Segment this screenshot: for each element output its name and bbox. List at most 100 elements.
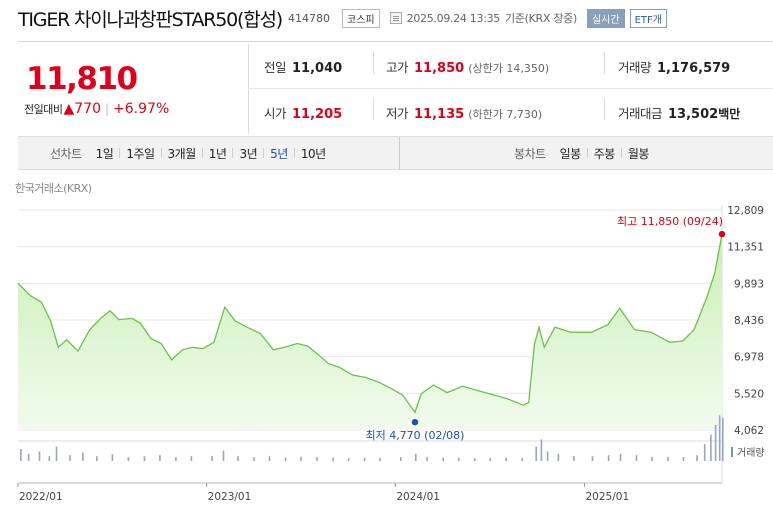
y-tick-label: 8,436 <box>734 315 764 327</box>
x-tick-label: 2022/01 <box>19 491 63 503</box>
high-marker <box>718 230 726 238</box>
volume-bar <box>667 457 669 461</box>
volume-bar <box>521 458 523 461</box>
stats-row-divider <box>248 88 773 89</box>
timestamp-basis: 기준(KRX 장중) <box>505 12 577 25</box>
line-tab[interactable]: 10년 <box>300 146 326 161</box>
timestamp: 2025.09.24 13:35 <box>406 11 501 25</box>
low-marker <box>411 418 419 426</box>
realtime-button[interactable]: 실시간 <box>586 8 625 28</box>
volume-bar <box>268 456 271 461</box>
stat-value: 11,040 <box>292 61 343 76</box>
volume-bar <box>489 458 491 461</box>
change-separator: | <box>105 102 110 116</box>
volume-bar <box>722 417 724 461</box>
tab-divider <box>586 148 588 158</box>
line-tab[interactable]: 3년 <box>239 146 258 161</box>
volume-bar <box>379 458 381 461</box>
stat-label: 고가 <box>386 60 409 75</box>
stat-low: 저가 11,135 (하한가 7,730) <box>386 103 542 122</box>
stat-high: 고가 11,850 (상한가 14,350) <box>386 57 549 76</box>
line-tab[interactable]: 1일 <box>95 146 114 161</box>
volume-bar <box>20 449 22 461</box>
tab-divider <box>620 148 622 158</box>
up-arrow-icon: ▲ <box>63 101 75 117</box>
y-tick-label: 9,893 <box>734 278 764 290</box>
volume-bar <box>718 415 721 461</box>
volume-bar <box>607 455 610 461</box>
volume-bar <box>159 455 161 461</box>
line-tab[interactable]: 1주일 <box>126 146 155 161</box>
price-box: 11,810 전일대비 ▲ 770 | +6.97% <box>18 44 248 136</box>
volume-bar <box>703 444 706 461</box>
current-price: 11,810 <box>26 61 138 97</box>
volume-bar <box>143 456 146 461</box>
volume-bar <box>347 458 350 461</box>
stat-value: 1,176,579 <box>657 61 731 76</box>
y-tick-label: 11,351 <box>727 242 764 254</box>
volume-bar <box>253 457 255 461</box>
candle-tab[interactable]: 주봉 <box>593 146 616 161</box>
volume-bar <box>457 457 460 461</box>
volume-legend-label: 거래량 <box>737 447 765 459</box>
volume-bar <box>127 457 130 461</box>
volume-bar <box>505 457 507 461</box>
page-header: TIGER 차이나과창판STAR50(합성) 414780 코스피 2025.0… <box>0 0 773 36</box>
line-tab[interactable]: 1년 <box>208 146 227 161</box>
stock-title: TIGER 차이나과창판STAR50(합성) <box>18 8 283 31</box>
x-tick-label: 2025/01 <box>586 491 630 503</box>
etf-badge[interactable]: ETF개 <box>629 8 667 28</box>
volume-bar <box>557 453 560 461</box>
volume-legend-icon <box>731 447 733 457</box>
line-tab[interactable]: 3개월 <box>167 146 197 161</box>
candle-tab[interactable]: 월봉 <box>627 146 650 161</box>
volume-bar <box>38 451 41 461</box>
volume-bar <box>55 446 58 461</box>
tab-divider <box>160 148 162 158</box>
candle-tab[interactable]: 일봉 <box>559 146 582 161</box>
header-divider <box>18 41 773 42</box>
stat-volume: 거래량 1,176,579 <box>618 57 730 76</box>
chart-tab-bar: 선차트 1일 1주일 3개월 1년 3년 5년 10년 봉차트 일봉 주봉 월봉 <box>18 136 773 170</box>
volume-bar <box>48 456 51 461</box>
volume-bar <box>415 453 417 461</box>
x-tick-label: 2023/01 <box>208 491 252 503</box>
tab-divider <box>263 148 265 158</box>
volume-bar <box>573 456 575 461</box>
tab-group-divider <box>399 137 400 169</box>
volume-bar <box>714 425 717 461</box>
x-tick-label: 2024/01 <box>396 491 440 503</box>
volume-bar <box>175 457 177 461</box>
volume-bar <box>237 456 239 461</box>
stat-amount: 거래대금 13,502 백만 <box>618 103 740 122</box>
clock-icon <box>389 12 402 24</box>
stat-prev-close: 전일 11,040 <box>264 57 342 76</box>
line-tab[interactable]: 5년 <box>270 146 288 161</box>
stat-label: 전일 <box>264 60 287 75</box>
stat-value: 13,502 <box>668 107 719 122</box>
stats-divider-3b <box>604 98 605 120</box>
stats-divider-1 <box>248 44 249 134</box>
stat-value: 11,850 <box>414 61 465 76</box>
stat-label: 거래대금 <box>618 106 663 121</box>
volume-bar <box>211 456 213 461</box>
change-percent: +6.97% <box>113 101 170 117</box>
stat-upper-limit: (상한가 14,350) <box>468 62 550 75</box>
y-tick-label: 4,062 <box>734 425 764 437</box>
stat-unit: 백만 <box>718 107 741 121</box>
tab-divider <box>232 148 234 158</box>
volume-bar <box>82 452 84 461</box>
stat-value: 11,205 <box>292 107 343 122</box>
volume-bar <box>96 456 98 461</box>
volume-bar <box>400 457 402 461</box>
candle-chart-tabs: 봉차트 일봉 주봉 월봉 <box>514 137 655 169</box>
volume-bar <box>682 457 685 461</box>
stats-divider-2a <box>373 52 374 74</box>
volume-bar <box>696 455 698 461</box>
y-tick-label: 6,978 <box>734 352 764 364</box>
volume-bar <box>426 457 428 461</box>
stats-divider-3a <box>604 52 605 74</box>
stat-open: 시가 11,205 <box>264 103 342 122</box>
volume-bar <box>284 457 287 461</box>
